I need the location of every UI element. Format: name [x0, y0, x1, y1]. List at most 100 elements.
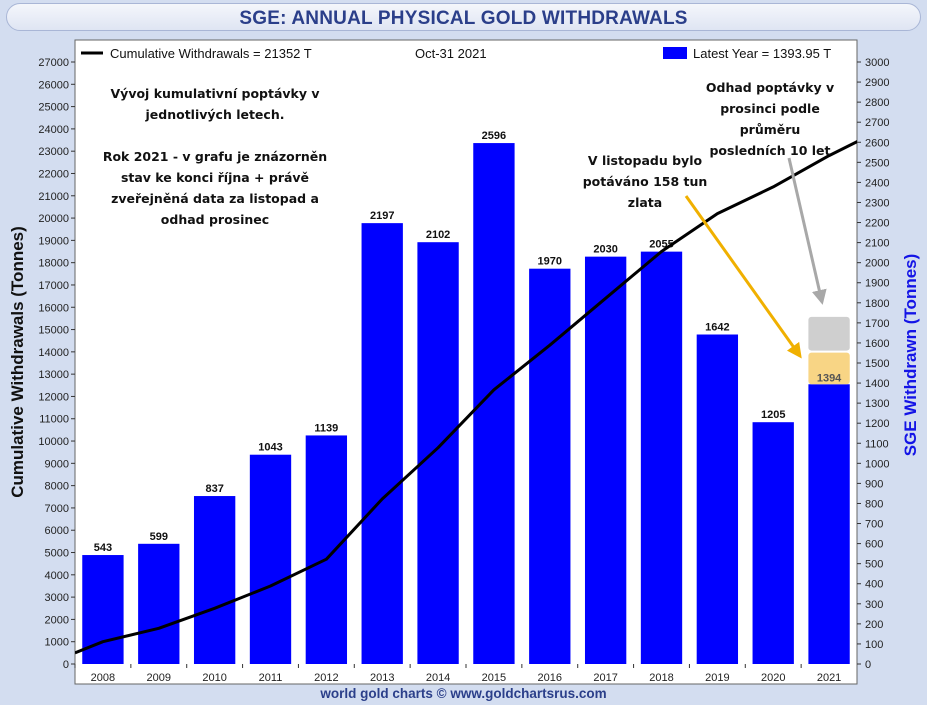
y-right-tick-label: 2100 [865, 238, 889, 250]
arrow-november [684, 195, 802, 359]
y-right-tick-label: 1400 [865, 378, 889, 390]
bar [193, 496, 236, 664]
y-left-tick-label: 16000 [38, 302, 69, 314]
y-right-tick-label: 1800 [865, 298, 889, 310]
y-right-tick-label: 2200 [865, 218, 889, 230]
x-tick-label: 2019 [705, 672, 729, 684]
y-left-tick-label: 12000 [38, 391, 69, 403]
annotation-description: Vývoj kumulativní poptávky v jednotlivýc… [102, 86, 328, 227]
y-right-tick-label: 200 [865, 619, 883, 631]
y-right-tick-label: 1200 [865, 418, 889, 430]
bar-value-label: 1642 [705, 322, 729, 334]
y-right-tick-label: 1300 [865, 398, 889, 410]
y-left-tick-label: 9000 [45, 458, 69, 470]
y-left-tick-label: 6000 [45, 525, 69, 537]
cumulative-line [75, 140, 857, 655]
x-tick-label: 2016 [538, 672, 562, 684]
x-tick-label: 2021 [817, 672, 841, 684]
annotation-november: V listopadu bylo potáváno 158 tun zlata [582, 153, 708, 210]
y-left-tick-label: 8000 [45, 481, 69, 493]
bar-value-label: 1139 [314, 422, 338, 434]
bar [808, 384, 850, 664]
y-right-tick-label: 1500 [865, 358, 889, 370]
y-right-tick-label: 0 [865, 659, 871, 671]
y-right-tick-label: 3000 [865, 57, 889, 69]
y-right-tick-label: 300 [865, 599, 883, 611]
legend-cumulative: Cumulative Withdrawals = 21352 T [110, 46, 312, 61]
y-left-tick-label: 1000 [45, 637, 69, 649]
x-tick-label: 2008 [91, 672, 115, 684]
bar-value-label: 2596 [482, 130, 506, 142]
bar [249, 454, 292, 664]
y-right-tick-label: 600 [865, 539, 883, 551]
x-tick-label: 2013 [370, 672, 394, 684]
y-right-tick-label: 100 [865, 639, 883, 651]
y-right-tick-label: 800 [865, 498, 883, 510]
y-axis-left-label: Cumulative Withdrawals (Tonnes) [8, 226, 27, 498]
y-left-tick-label: 10000 [38, 436, 69, 448]
arrow-december [787, 157, 827, 305]
y-right-tick-label: 1900 [865, 278, 889, 290]
bar-value-label: 1970 [538, 256, 562, 268]
y-right-tick-label: 2000 [865, 258, 889, 270]
y-left-tick-label: 24000 [38, 124, 69, 136]
x-tick-label: 2009 [147, 672, 171, 684]
y-right-tick-label: 2500 [865, 157, 889, 169]
december-estimate-segment [808, 316, 850, 351]
x-tick-label: 2020 [761, 672, 785, 684]
x-tick-label: 2015 [482, 672, 506, 684]
y-left-tick-label: 25000 [38, 102, 69, 114]
annotation-december-estimate: Odhad poptávky v prosinci podle průměru … [705, 80, 835, 158]
legend-bar-swatch [663, 47, 687, 59]
y-left-tick-label: 5000 [45, 548, 69, 560]
bar [138, 543, 180, 664]
y-left-tick-label: 22000 [38, 168, 69, 180]
y-right-tick-label: 2900 [865, 77, 889, 89]
x-tick-label: 2018 [649, 672, 673, 684]
november-estimate-segment [808, 352, 850, 385]
title-bar: SGE: ANNUAL PHYSICAL GOLD WITHDRAWALS [6, 3, 921, 31]
y-right-tick-label: 400 [865, 579, 883, 591]
y-right-tick-label: 1100 [865, 438, 889, 450]
bar-value-label: 2197 [370, 210, 394, 222]
bar-value-label: 1394 [817, 372, 842, 384]
bar [417, 242, 459, 664]
y-right-tick-label: 1700 [865, 318, 889, 330]
bar-value-label: 2030 [593, 244, 617, 256]
legend-date: Oct-31 2021 [415, 46, 487, 61]
bar [640, 251, 683, 664]
y-right-tick-label: 900 [865, 478, 883, 490]
y-left-tick-label: 27000 [38, 57, 69, 69]
legend-latest: Latest Year = 1393.95 T [693, 46, 831, 61]
y-right-tick-label: 2700 [865, 117, 889, 129]
x-tick-label: 2017 [593, 672, 617, 684]
y-left-tick-label: 19000 [38, 235, 69, 247]
y-right-tick-label: 1600 [865, 338, 889, 350]
bar-value-label: 1205 [761, 409, 785, 421]
y-left-tick-label: 11000 [39, 414, 69, 426]
y-right-tick-label: 2800 [865, 97, 889, 109]
bar [529, 268, 571, 664]
y-left-tick-label: 14000 [38, 347, 69, 359]
x-tick-label: 2010 [202, 672, 226, 684]
bar [305, 435, 348, 664]
y-right-tick-label: 2600 [865, 137, 889, 149]
y-left-tick-label: 18000 [38, 258, 69, 270]
y-left-tick-label: 23000 [38, 146, 69, 158]
y-left-tick-label: 4000 [45, 570, 69, 582]
y-left-tick-label: 0 [63, 659, 69, 671]
bar [361, 223, 403, 665]
bar-value-label: 1043 [258, 442, 282, 454]
y-left-tick-label: 17000 [38, 280, 69, 292]
y-left-tick-label: 3000 [45, 592, 69, 604]
x-tick-label: 2012 [314, 672, 338, 684]
y-right-tick-label: 2400 [865, 177, 889, 189]
y-left-tick-label: 7000 [45, 503, 69, 515]
bar-value-label: 837 [205, 483, 223, 495]
bar-value-label: 599 [150, 531, 168, 543]
bar [584, 256, 627, 664]
y-left-tick-label: 26000 [38, 79, 69, 91]
y-left-tick-label: 13000 [38, 369, 69, 381]
